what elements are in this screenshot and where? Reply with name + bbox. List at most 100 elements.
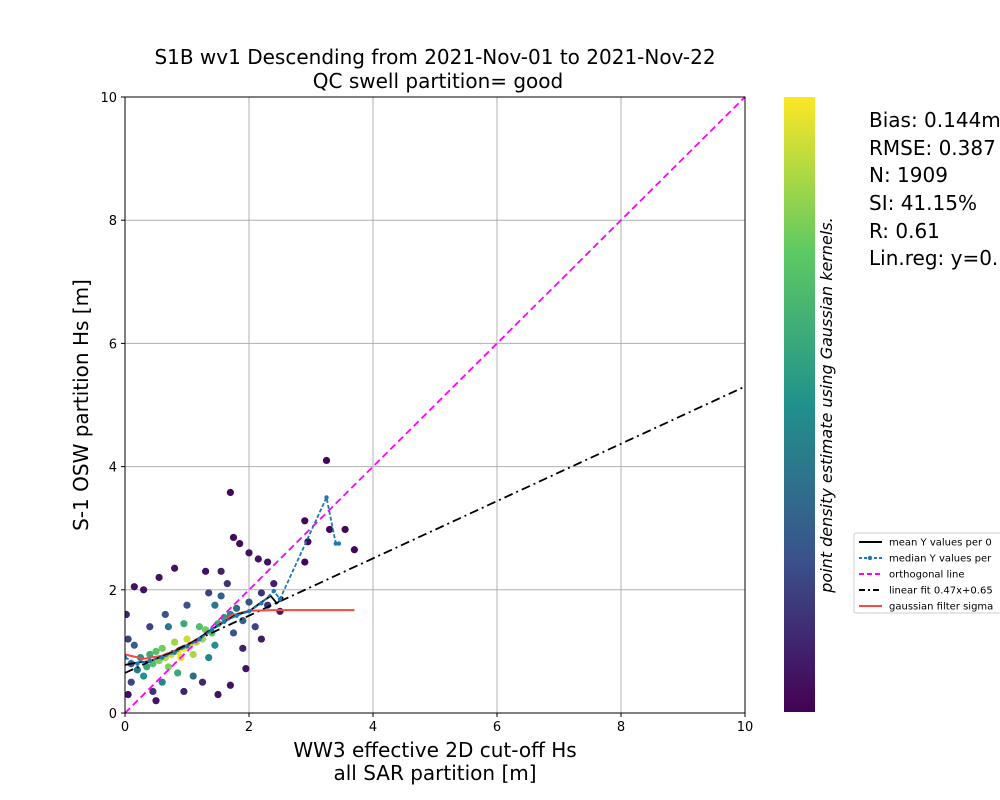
scatter-point: [189, 650, 197, 659]
legend-label: linear fit 0.47x+0.65: [889, 586, 993, 597]
scatter-point: [171, 564, 179, 572]
scatter-point: [195, 623, 203, 631]
scatter-point: [226, 681, 234, 689]
scatter-point: [205, 653, 213, 662]
chart-subtitle: QC swell partition= good: [313, 69, 563, 93]
scatter-point: [214, 690, 222, 699]
scatter-point: [183, 635, 191, 643]
scatter-point: [276, 607, 284, 615]
median-marker: [125, 655, 128, 660]
plot-frame: [124, 96, 746, 714]
scatter-point: [140, 586, 148, 594]
scatter-point: [143, 663, 151, 671]
y-axis-label: S-1 OSW partition Hs [m]: [69, 279, 93, 531]
scatter-point: [205, 589, 213, 597]
scatter-point: [326, 525, 334, 534]
scatter-point: [161, 610, 169, 619]
axis-ticks: 0 2 4 6 8 10 0 2 4 6 8 10: [100, 91, 753, 735]
series-lines: [125, 97, 745, 713]
scatter-point: [146, 623, 154, 631]
scatter-point: [164, 623, 172, 631]
scatter-point: [149, 687, 157, 696]
median-marker: [333, 541, 338, 546]
grid: [124, 96, 746, 714]
scatter-point: [233, 604, 241, 612]
scatter-point: [133, 666, 141, 674]
scatter-point: [229, 629, 238, 637]
scatter-point: [236, 540, 244, 548]
stats-box: Bias: 0.144m RMSE: 0.387 N: 1909 SI: 41.…: [869, 108, 1000, 270]
y-tick-label: 10: [100, 91, 117, 106]
scatter-point: [211, 601, 219, 609]
scatter-point: [198, 678, 207, 686]
median-marker: [209, 627, 214, 633]
scatter-point: [270, 580, 278, 588]
legend: mean Y values per 0 median Y values per or…: [853, 532, 1000, 614]
stats-bias: Bias: 0.144m: [869, 108, 1000, 132]
median-marker: [259, 601, 264, 606]
median-marker: [147, 658, 152, 663]
scatter-point: [202, 567, 210, 575]
scatter-point: [155, 573, 163, 582]
median-marker: [172, 650, 177, 655]
scatter-point: [130, 583, 138, 591]
scatter-point: [183, 601, 191, 609]
stats-linreg: Lin.reg: y=0.: [869, 246, 998, 270]
y-tick-label: 6: [109, 337, 117, 352]
stats-rmse: RMSE: 0.387: [869, 136, 996, 160]
median-marker: [277, 596, 283, 602]
median-marker: [271, 588, 276, 594]
median-marker: [234, 613, 239, 618]
colorbar: [784, 97, 815, 712]
scatter-point: [239, 617, 247, 625]
scatter-point: [264, 558, 272, 566]
y-tick-label: 2: [109, 584, 117, 599]
scatter-point: [245, 549, 253, 557]
legend-marker: [867, 555, 873, 561]
scatter-point: [158, 644, 166, 652]
x-tick-label: 4: [369, 720, 377, 735]
scatter-point: [152, 697, 160, 705]
scatter-point: [140, 672, 148, 680]
scatter-point: [164, 663, 172, 671]
legend-label: orthogonal line: [889, 570, 965, 581]
scatter-point: [180, 687, 188, 696]
scatter-point: [189, 672, 197, 680]
scatter-point: [257, 635, 265, 643]
legend-label: mean Y values per 0: [889, 538, 992, 549]
colorbar-label: point density estimate using Gaussian ke…: [817, 217, 836, 593]
stats-r: R: 0.61: [869, 219, 940, 243]
scatter-point: [127, 678, 135, 686]
legend-label: median Y values per: [889, 554, 992, 565]
scatter-point: [125, 690, 132, 699]
scatter-point: [125, 610, 130, 619]
median-marker: [160, 655, 165, 660]
median-marker: [336, 541, 342, 546]
scatter-point: [125, 635, 132, 643]
legend-frame: [853, 532, 1000, 614]
scatter-point: [350, 546, 358, 554]
scatter-point: [211, 641, 219, 649]
scatter-point: [239, 644, 247, 652]
series-line: [125, 97, 745, 713]
scatter-point: [242, 665, 250, 673]
scatter-point: [229, 533, 238, 542]
scatter-point: [226, 488, 234, 497]
legend-label: gaussian filter sigma: [889, 602, 993, 613]
scatter-point: [174, 669, 182, 677]
scatter-point: [223, 580, 231, 588]
scatter-point: [301, 558, 309, 566]
median-marker: [184, 644, 190, 649]
scatter-point: [257, 589, 265, 597]
stats-n: N: 1909: [869, 163, 948, 187]
y-tick-label: 8: [109, 214, 117, 229]
median-marker: [324, 495, 329, 500]
scatter-point: [171, 638, 179, 646]
x-tick-label: 10: [737, 720, 754, 735]
x-tick-label: 8: [617, 720, 625, 735]
x-tick-label: 2: [245, 720, 253, 735]
scatter-point: [158, 678, 166, 686]
y-tick-label: 0: [109, 707, 117, 722]
scatter-point: [146, 650, 154, 659]
